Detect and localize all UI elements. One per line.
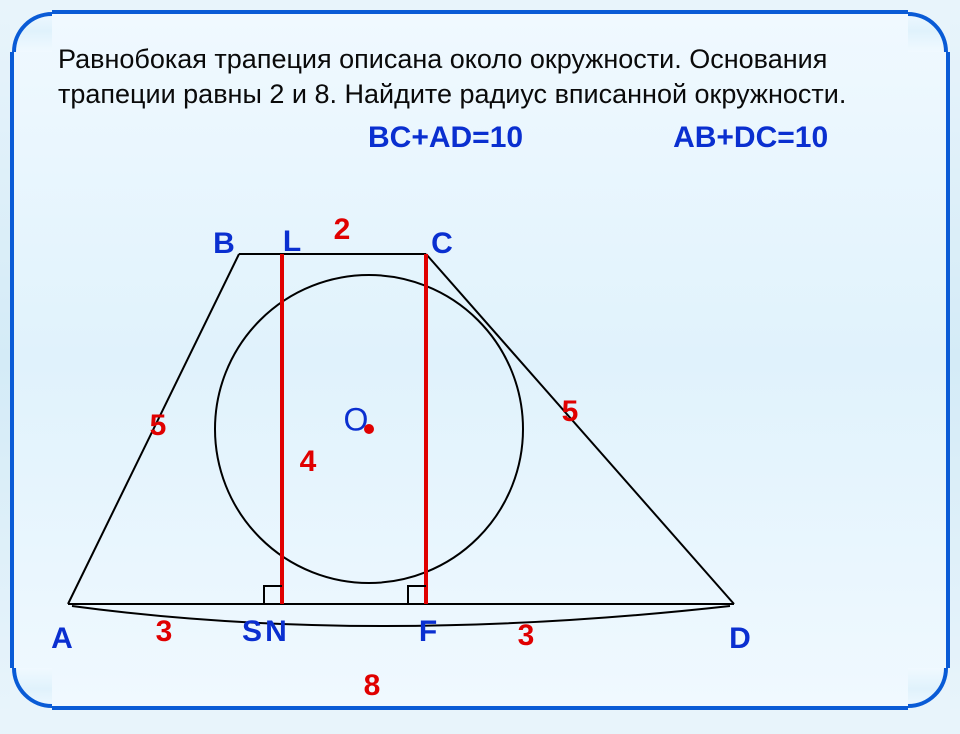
label-S: S: [242, 615, 262, 649]
label-O: O: [344, 402, 369, 439]
equation-row: BC+AD=10 AB+DC=10: [368, 118, 902, 157]
label-F: F: [419, 615, 437, 649]
diagram-stage: A D B C L NS F O 2 5 5 4 3 3 8: [14, 194, 946, 706]
problem-line3: вписанной окружности.: [555, 79, 847, 109]
problem-text: Равнобокая трапеция описана около окружн…: [58, 42, 902, 157]
label-two: 2: [334, 213, 351, 247]
label-five_l: 5: [150, 409, 167, 443]
label-A: A: [51, 622, 73, 656]
label-L: L: [283, 225, 301, 259]
problem-line1: Равнобокая трапеция описана около окружн…: [58, 44, 689, 74]
label-four: 4: [300, 445, 317, 479]
label-three_r: 3: [518, 619, 535, 653]
label-five_r: 5: [562, 395, 579, 429]
corner-tr: [908, 10, 950, 52]
label-three_l: 3: [156, 615, 173, 649]
corner-tl: [10, 10, 52, 52]
label-B: B: [213, 227, 235, 261]
label-N: N: [265, 615, 287, 649]
label-C: C: [431, 227, 453, 261]
diagram-svg: [14, 194, 954, 734]
equation-1: BC+AD=10: [368, 118, 523, 157]
label-D: D: [729, 622, 751, 656]
slide-frame: Равнобокая трапеция описана около окружн…: [10, 10, 950, 710]
label-eight: 8: [364, 669, 381, 703]
equation-2: AB+DC=10: [673, 118, 828, 157]
